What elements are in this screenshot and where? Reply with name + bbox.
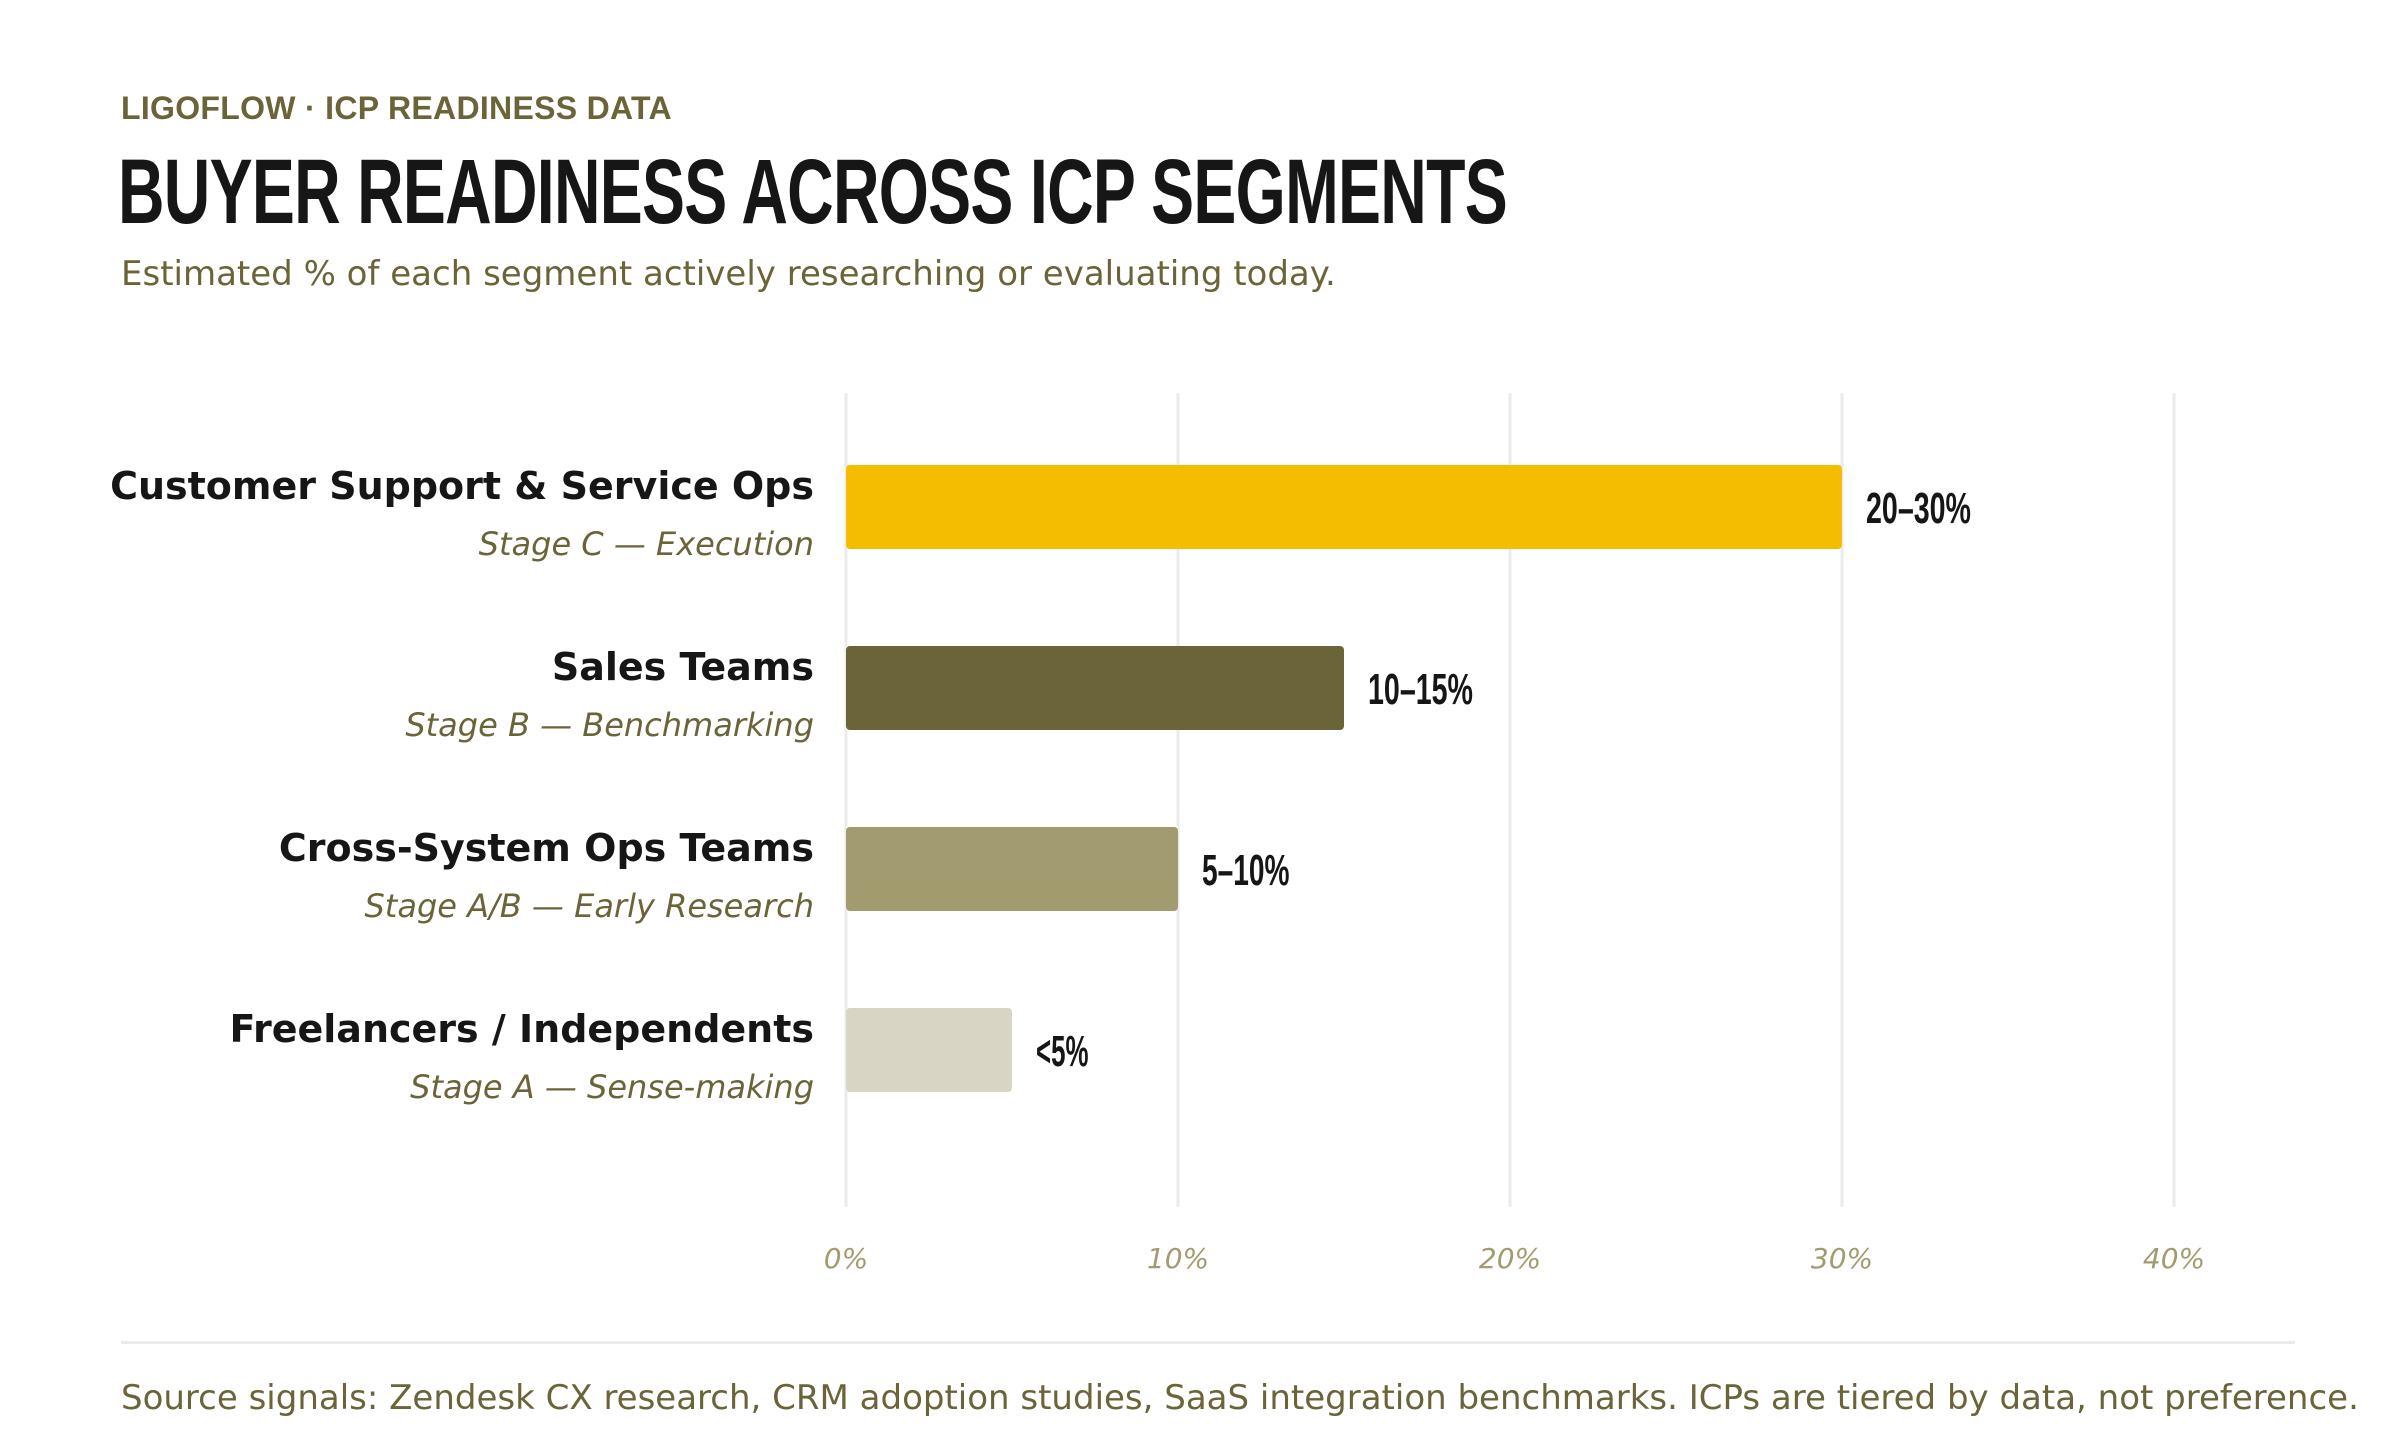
bar bbox=[846, 827, 1178, 911]
value-label: 5–10% bbox=[1202, 846, 1290, 895]
stage-label: Stage C — Execution bbox=[479, 525, 814, 563]
x-tick-label: 30% bbox=[1811, 1242, 1873, 1275]
x-tick-label: 0% bbox=[824, 1242, 868, 1275]
source-note: Source signals: Zendesk CX research, CRM… bbox=[121, 1378, 2359, 1418]
value-label: 10–15% bbox=[1368, 665, 1473, 714]
value-label: <5% bbox=[1036, 1027, 1089, 1076]
chart-title: BUYER READINESS ACROSS ICP SEGMENTS bbox=[118, 141, 1508, 243]
bar bbox=[846, 1008, 1012, 1092]
value-label: 20–30% bbox=[1866, 484, 1971, 533]
category-label: Cross-System Ops Teams bbox=[279, 826, 814, 870]
category-label: Sales Teams bbox=[552, 645, 814, 689]
bar-chart: 0% 10% 20% 30% 40% Customer Support & Service… bbox=[110, 393, 2205, 1275]
bar bbox=[846, 646, 1344, 730]
stage-label: Stage A/B — Early Research bbox=[364, 887, 814, 925]
x-tick-label: 10% bbox=[1147, 1242, 1209, 1275]
x-tick-label: 20% bbox=[1479, 1242, 1541, 1275]
stage-label: Stage B — Benchmarking bbox=[405, 706, 814, 744]
category-label: Customer Support & Service Ops bbox=[110, 464, 814, 508]
bar bbox=[846, 465, 1842, 549]
stage-label: Stage A — Sense-making bbox=[410, 1068, 814, 1106]
eyebrow-label: LIGOFLOW · ICP READINESS DATA bbox=[121, 90, 672, 126]
chart-subtitle: Estimated % of each segment actively res… bbox=[121, 254, 1336, 294]
x-tick-label: 40% bbox=[2143, 1242, 2205, 1275]
category-label: Freelancers / Independents bbox=[229, 1007, 814, 1051]
footer-divider bbox=[121, 1341, 2295, 1344]
